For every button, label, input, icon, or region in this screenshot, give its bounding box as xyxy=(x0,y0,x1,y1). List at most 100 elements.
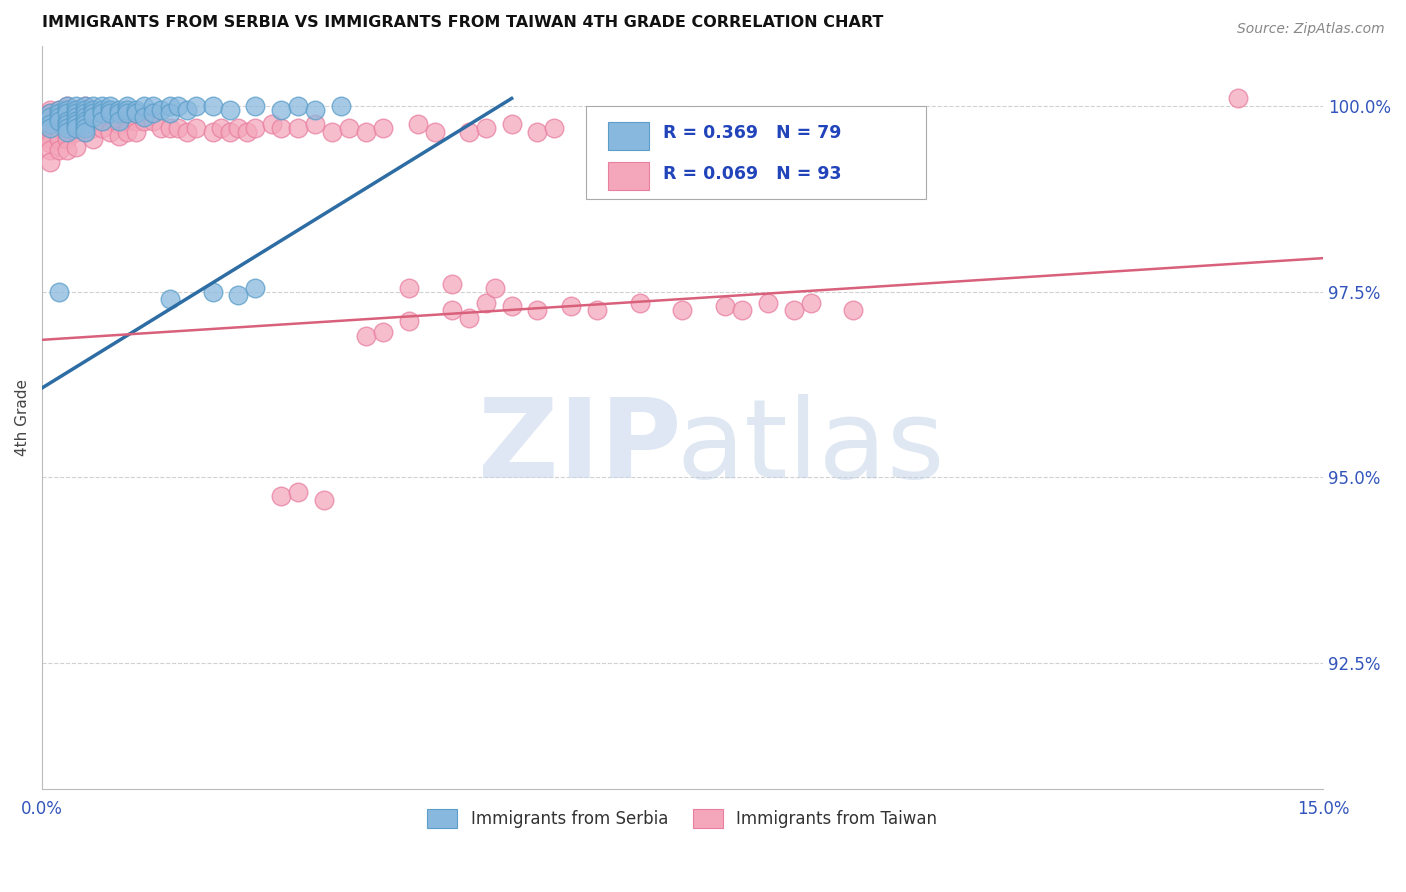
Point xyxy=(134,113,156,128)
Point xyxy=(287,485,309,500)
Point xyxy=(756,295,779,310)
Point xyxy=(56,103,79,117)
Point xyxy=(484,281,506,295)
Point xyxy=(356,125,378,139)
Point xyxy=(782,303,804,318)
Point xyxy=(73,103,96,117)
Point xyxy=(65,103,87,117)
Point xyxy=(475,121,498,136)
Point xyxy=(39,132,62,146)
Point xyxy=(586,303,609,318)
Point xyxy=(115,110,138,124)
Point xyxy=(39,125,62,139)
Text: ZIP: ZIP xyxy=(478,394,682,501)
Point xyxy=(329,99,352,113)
Point xyxy=(176,103,198,117)
Point xyxy=(150,103,173,117)
Point xyxy=(107,128,129,143)
Point xyxy=(39,110,62,124)
Point xyxy=(226,121,249,136)
Point xyxy=(560,300,582,314)
Point xyxy=(73,110,96,124)
Point xyxy=(48,128,70,143)
Point xyxy=(48,103,70,117)
Point xyxy=(98,110,121,124)
Point xyxy=(201,125,224,139)
Point xyxy=(65,106,87,120)
Point xyxy=(65,103,87,117)
Point xyxy=(671,303,693,318)
Point xyxy=(321,125,343,139)
Point xyxy=(262,118,284,132)
Point xyxy=(142,106,165,120)
Point xyxy=(115,113,138,128)
Point xyxy=(218,125,240,139)
Point xyxy=(406,118,429,132)
Point xyxy=(236,125,259,139)
Point xyxy=(39,118,62,132)
Text: R = 0.069   N = 93: R = 0.069 N = 93 xyxy=(664,165,842,183)
Point xyxy=(73,99,96,113)
Point xyxy=(337,121,360,136)
Point xyxy=(440,277,463,292)
Point xyxy=(56,99,79,113)
Point xyxy=(39,154,62,169)
Point xyxy=(226,288,249,302)
Point xyxy=(39,136,62,150)
Point xyxy=(800,295,823,310)
Point xyxy=(115,106,138,120)
Point xyxy=(373,121,395,136)
Point xyxy=(356,329,378,343)
Point xyxy=(201,99,224,113)
Point xyxy=(458,125,481,139)
Point xyxy=(39,121,62,136)
Bar xyxy=(609,161,650,190)
Point xyxy=(714,300,737,314)
Point xyxy=(82,121,104,136)
Point xyxy=(287,121,309,136)
Point xyxy=(209,121,232,136)
Point xyxy=(82,132,104,146)
Point xyxy=(39,106,62,120)
Y-axis label: 4th Grade: 4th Grade xyxy=(15,379,30,457)
Point xyxy=(159,99,181,113)
Point xyxy=(270,103,292,117)
Point xyxy=(90,106,112,120)
Point xyxy=(56,121,79,136)
Point xyxy=(56,106,79,120)
Point xyxy=(39,113,62,128)
Point xyxy=(125,113,148,128)
Point xyxy=(65,118,87,132)
Point xyxy=(90,121,112,136)
Point xyxy=(167,99,190,113)
Point xyxy=(543,121,565,136)
Point xyxy=(73,125,96,139)
Point xyxy=(73,113,96,128)
Text: atlas: atlas xyxy=(676,394,945,501)
Point xyxy=(65,113,87,128)
Point xyxy=(65,121,87,136)
Point xyxy=(475,295,498,310)
Point xyxy=(39,121,62,136)
Point xyxy=(82,99,104,113)
Bar xyxy=(609,121,650,150)
Point xyxy=(287,99,309,113)
Point xyxy=(159,121,181,136)
Point xyxy=(107,110,129,124)
Point xyxy=(73,125,96,139)
Point xyxy=(65,99,87,113)
Point xyxy=(56,132,79,146)
Point xyxy=(56,128,79,143)
Point xyxy=(98,113,121,128)
Point xyxy=(107,113,129,128)
Point xyxy=(373,326,395,340)
Point xyxy=(125,106,148,120)
Point xyxy=(73,121,96,136)
Point xyxy=(90,110,112,124)
Point xyxy=(731,303,754,318)
Point xyxy=(107,118,129,132)
Point xyxy=(48,106,70,120)
Point xyxy=(245,121,267,136)
Point xyxy=(90,113,112,128)
Point xyxy=(800,110,823,124)
